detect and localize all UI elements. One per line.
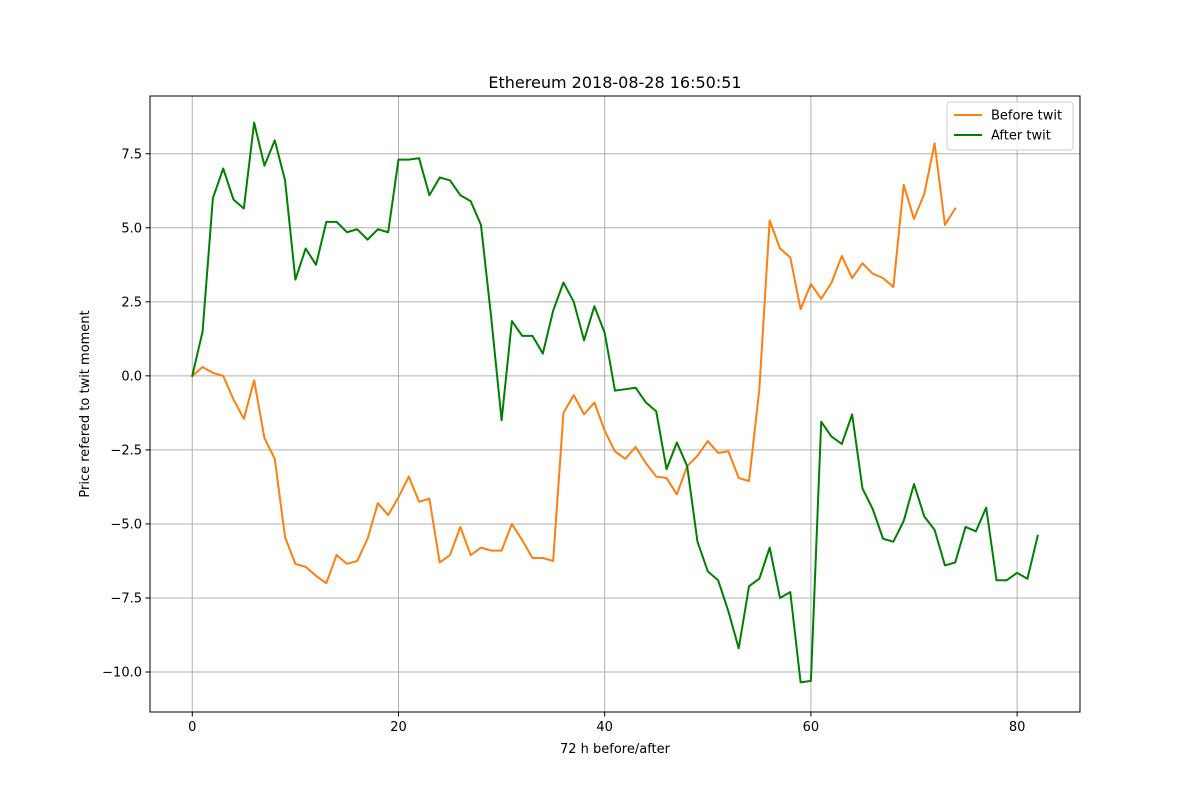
y-tick-label: 7.5 (121, 147, 142, 162)
plot-area (150, 96, 1080, 712)
grid-layer (150, 96, 1080, 712)
plot-frame (149, 95, 1081, 713)
series-layer (190, 121, 1039, 684)
y-tick-label: 0.0 (121, 369, 142, 384)
x-tick-label: 0 (188, 720, 196, 735)
x-tick-label: 80 (1009, 720, 1026, 735)
x-tick-label: 40 (596, 720, 613, 735)
y-tick-label: −7.5 (110, 591, 142, 606)
series-line-after-twit (191, 121, 1039, 684)
legend-label-before-twit: Before twit (991, 109, 1062, 124)
y-tick-label: −10.0 (102, 666, 142, 681)
x-tick-label: 20 (390, 720, 407, 735)
x-axis: 0 20 40 60 80 (188, 712, 1025, 735)
x-axis-label: 72 h before/after (560, 742, 671, 757)
series-line-before-twit (190, 142, 957, 585)
legend-label-after-twit: After twit (991, 129, 1051, 144)
y-tick-label: 5.0 (121, 221, 142, 236)
y-axis: −10.0 −7.5 −5.0 −2.5 0.0 2.5 5.0 7.5 (102, 147, 150, 681)
y-axis-label: Price refered to twit moment (78, 310, 93, 497)
y-tick-label: −2.5 (110, 443, 142, 458)
legend: Before twit After twit (946, 101, 1074, 151)
y-tick-label: −5.0 (110, 517, 142, 532)
chart-title: Ethereum 2018-08-28 16:50:51 (488, 73, 741, 92)
y-tick-label: 2.5 (121, 295, 142, 310)
x-tick-label: 60 (803, 720, 820, 735)
